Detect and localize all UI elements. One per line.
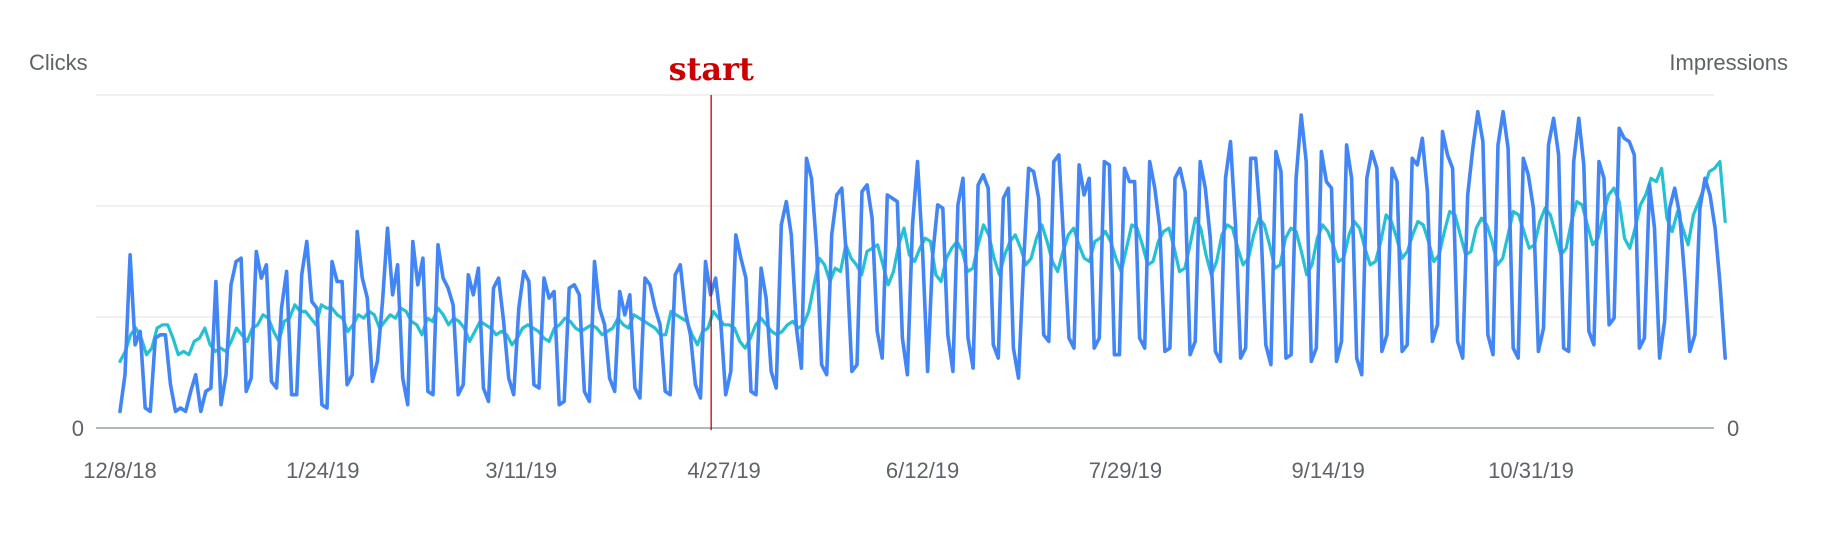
x-tick-label: 3/11/19: [485, 458, 557, 483]
x-tick-label: 9/14/19: [1291, 458, 1364, 483]
gridlines: [96, 94, 1714, 318]
left-axis-label: Clicks: [29, 50, 88, 75]
clicks-series-line: [118, 109, 1727, 414]
x-tick-label: 12/8/18: [83, 458, 156, 483]
x-tick-label: 1/24/19: [286, 458, 359, 483]
right-axis-label: Impressions: [1669, 50, 1788, 75]
x-tick-label: 10/31/19: [1488, 458, 1574, 483]
x-tick-label: 7/29/19: [1089, 458, 1162, 483]
x-tick-labels: 12/8/18 1/24/19 3/11/19 4/27/19 6/12/19 7/29/…: [83, 458, 1574, 483]
right-axis-zero-label: 0: [1727, 416, 1739, 441]
series-lines: [118, 109, 1727, 414]
start-marker-label: start: [669, 50, 754, 88]
x-tick-label: 6/12/19: [886, 458, 959, 483]
start-marker: start: [669, 50, 754, 430]
x-tick-label: 4/27/19: [687, 458, 760, 483]
left-axis-zero-label: 0: [72, 416, 84, 441]
